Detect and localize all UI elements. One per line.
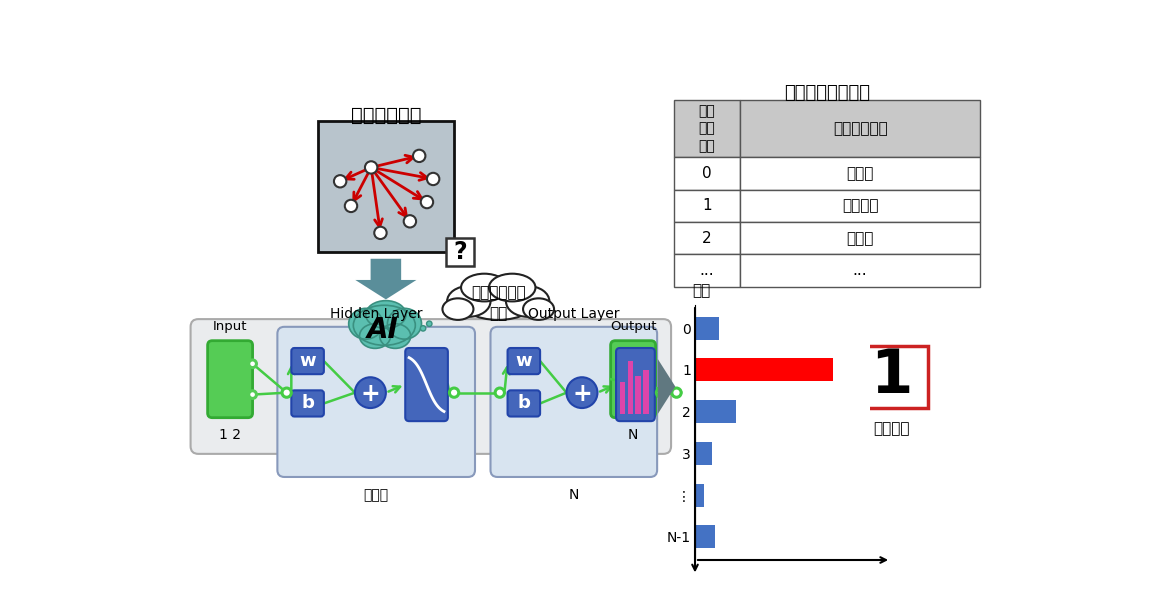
Ellipse shape xyxy=(506,286,550,317)
Bar xyxy=(696,484,704,507)
Circle shape xyxy=(495,388,504,398)
Text: 推断结果: 推断结果 xyxy=(874,422,910,436)
Bar xyxy=(696,316,719,339)
FancyBboxPatch shape xyxy=(405,348,447,421)
Text: 贴薄膜: 贴薄膜 xyxy=(847,231,874,246)
Text: w: w xyxy=(515,352,532,370)
Bar xyxy=(740,255,980,287)
Bar xyxy=(446,238,474,266)
Text: Output Layer: Output Layer xyxy=(528,307,620,321)
Bar xyxy=(635,376,641,415)
Bar xyxy=(696,358,833,381)
Ellipse shape xyxy=(388,308,422,339)
Text: +: + xyxy=(572,382,592,406)
Text: w: w xyxy=(299,352,316,370)
Bar xyxy=(675,255,740,287)
Bar xyxy=(740,222,980,255)
Ellipse shape xyxy=(366,301,407,328)
Text: +: + xyxy=(360,382,380,406)
Circle shape xyxy=(365,161,377,173)
Bar xyxy=(740,99,980,158)
Circle shape xyxy=(566,378,598,408)
Text: ...: ... xyxy=(700,263,714,278)
Text: 作业要素内容: 作业要素内容 xyxy=(833,121,888,136)
Bar xyxy=(855,346,929,408)
Text: 1: 1 xyxy=(702,198,712,213)
Text: ?: ? xyxy=(453,240,467,264)
Ellipse shape xyxy=(380,324,411,348)
Circle shape xyxy=(426,321,432,327)
Bar xyxy=(740,158,980,190)
Circle shape xyxy=(656,388,665,398)
Circle shape xyxy=(421,196,433,208)
Ellipse shape xyxy=(458,277,538,320)
FancyBboxPatch shape xyxy=(490,327,657,477)
Circle shape xyxy=(355,378,386,408)
Text: b: b xyxy=(517,395,530,413)
Circle shape xyxy=(248,391,256,398)
Text: 2: 2 xyxy=(702,231,712,246)
Text: N: N xyxy=(628,428,638,442)
Bar xyxy=(675,158,740,190)
Text: 作业要素编号: 作业要素编号 xyxy=(725,521,779,536)
Circle shape xyxy=(374,227,387,239)
Bar xyxy=(620,382,626,415)
Bar xyxy=(628,361,633,415)
Circle shape xyxy=(248,360,256,368)
Circle shape xyxy=(282,388,291,398)
Circle shape xyxy=(450,388,459,398)
Circle shape xyxy=(334,175,346,187)
Text: Hidden Layer: Hidden Layer xyxy=(330,307,423,321)
FancyBboxPatch shape xyxy=(291,348,324,374)
Ellipse shape xyxy=(348,308,383,339)
Text: 组装零件: 组装零件 xyxy=(842,198,878,213)
FancyBboxPatch shape xyxy=(610,341,656,418)
Text: 作业要素标号示例: 作业要素标号示例 xyxy=(784,84,870,102)
Bar xyxy=(675,190,740,222)
Text: Output: Output xyxy=(609,320,656,333)
FancyBboxPatch shape xyxy=(291,390,324,416)
Text: ２００: ２００ xyxy=(363,488,389,502)
Circle shape xyxy=(421,325,425,331)
Text: b: b xyxy=(302,395,315,413)
Bar xyxy=(740,190,980,222)
Ellipse shape xyxy=(461,274,508,301)
Bar xyxy=(696,525,715,548)
Bar xyxy=(318,121,454,252)
FancyBboxPatch shape xyxy=(508,390,541,416)
FancyBboxPatch shape xyxy=(207,341,253,418)
Circle shape xyxy=(426,173,439,185)
Ellipse shape xyxy=(443,298,473,320)
FancyBboxPatch shape xyxy=(277,327,475,477)
Text: 0: 0 xyxy=(702,166,712,181)
Ellipse shape xyxy=(489,274,536,301)
Bar xyxy=(696,442,712,465)
Circle shape xyxy=(345,200,358,212)
Bar xyxy=(696,400,735,423)
FancyBboxPatch shape xyxy=(508,348,541,374)
FancyBboxPatch shape xyxy=(191,319,671,454)
Text: 相对骨骼信息: 相对骨骼信息 xyxy=(351,105,421,125)
Text: 推断作业要素
编号: 推断作业要素 编号 xyxy=(471,285,525,321)
Bar xyxy=(675,99,740,158)
Circle shape xyxy=(414,150,425,162)
Bar xyxy=(675,222,740,255)
Circle shape xyxy=(404,215,416,227)
Text: 概率: 概率 xyxy=(692,284,711,298)
Ellipse shape xyxy=(360,324,390,348)
Text: 作业
要素
编号: 作业 要素 编号 xyxy=(699,104,715,153)
Text: 1 2: 1 2 xyxy=(219,428,241,442)
Bar xyxy=(643,370,649,415)
Text: ...: ... xyxy=(853,263,868,278)
Ellipse shape xyxy=(353,305,416,345)
Text: 1: 1 xyxy=(870,347,913,407)
Text: N: N xyxy=(569,488,579,502)
Ellipse shape xyxy=(523,298,555,320)
Text: AI: AI xyxy=(367,316,398,344)
Circle shape xyxy=(672,388,682,398)
Ellipse shape xyxy=(447,286,490,317)
Text: Input: Input xyxy=(213,320,247,333)
FancyBboxPatch shape xyxy=(616,348,655,421)
Text: 贴标签: 贴标签 xyxy=(847,166,874,181)
